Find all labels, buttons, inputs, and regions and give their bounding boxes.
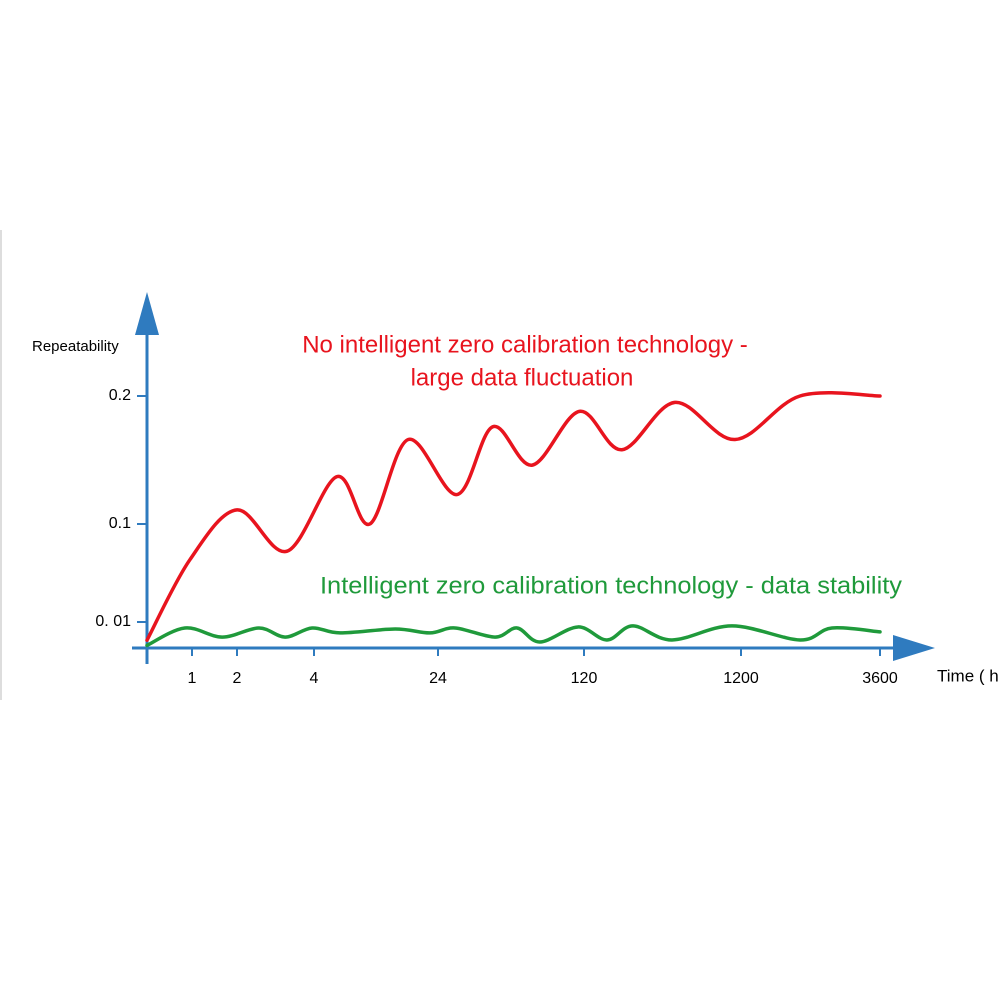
axes (132, 292, 935, 664)
x-arrow (893, 635, 935, 661)
x-tick-label: 2 (233, 670, 242, 687)
y-tick-label: 0.1 (109, 515, 131, 532)
x-tick-label: 3600 (862, 670, 898, 687)
x-tick-label: 4 (310, 670, 319, 687)
x-tick-label: 1200 (723, 670, 759, 687)
x-tick-label: 24 (429, 670, 447, 687)
annotation: Intelligent zero calibration technology … (320, 572, 902, 599)
data-line (145, 391, 882, 642)
data-line (145, 624, 882, 648)
y-tick-label: 0.2 (109, 387, 131, 404)
y-arrow (135, 292, 159, 335)
y-axis-label: Repeatability (32, 338, 119, 355)
y-tick-label: 0. 01 (95, 613, 131, 630)
x-axis-label: Time ( h ) (937, 666, 1000, 685)
annotation: large data fluctuation (411, 364, 634, 391)
annotation: No intelligent zero calibration technolo… (302, 331, 748, 358)
x-tick-label: 1 (188, 670, 197, 687)
x-tick-label: 120 (571, 670, 598, 687)
